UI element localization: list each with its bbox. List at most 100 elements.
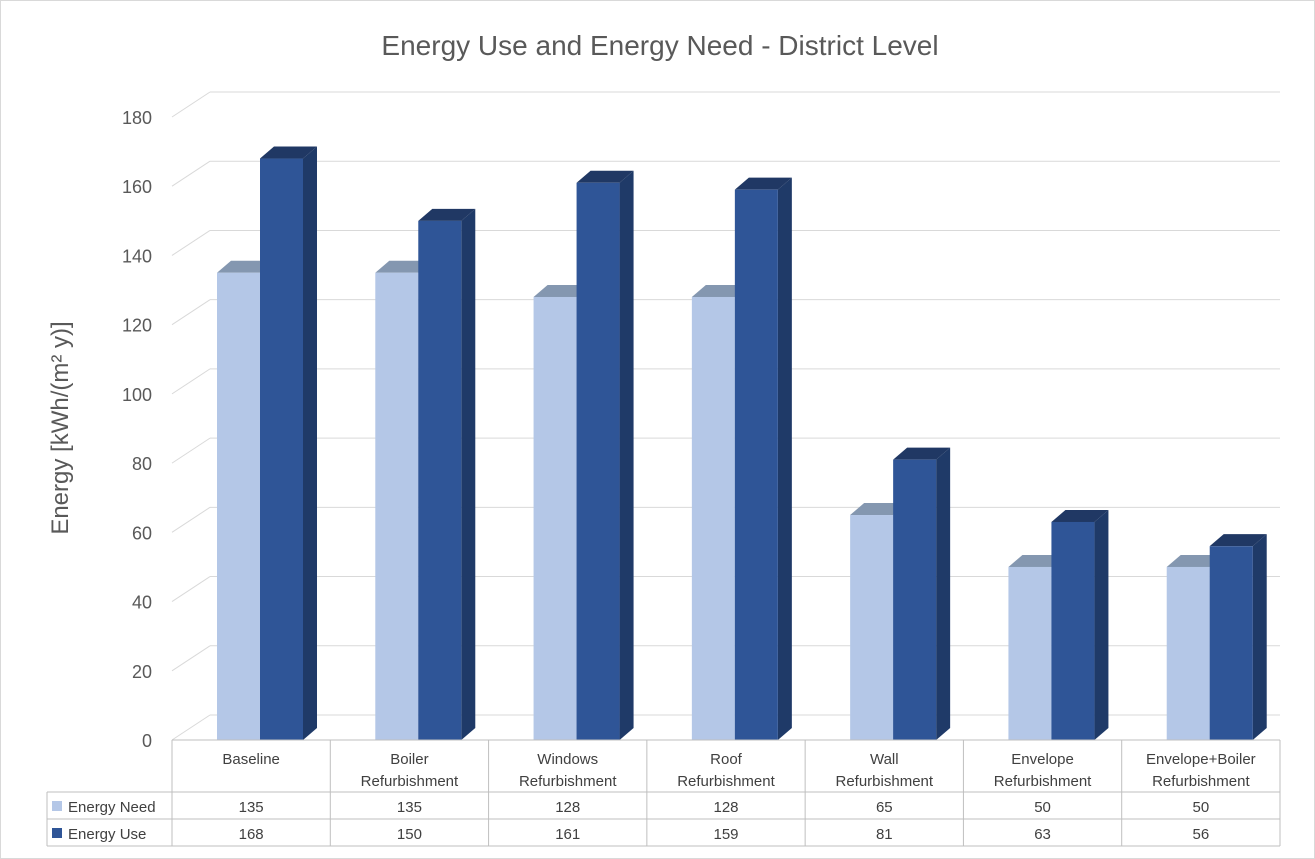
bar-front bbox=[734, 189, 778, 740]
bar-front bbox=[1051, 521, 1095, 740]
bar-front bbox=[850, 515, 894, 740]
bar-top bbox=[1166, 554, 1224, 567]
bar bbox=[893, 447, 951, 740]
data-label: 128 bbox=[713, 799, 738, 816]
bar bbox=[1209, 534, 1267, 740]
gridline-side bbox=[171, 645, 211, 672]
bar bbox=[260, 146, 317, 741]
data-label: 50 bbox=[1193, 799, 1210, 816]
x-tick-label: Refurbishment bbox=[994, 773, 1092, 790]
gridline-side bbox=[171, 576, 211, 602]
x-tick-label: Roof bbox=[710, 751, 743, 768]
data-label: 128 bbox=[555, 799, 580, 816]
legend-label: Energy Need bbox=[68, 799, 156, 816]
bar-front bbox=[418, 220, 462, 741]
chart-title: Energy Use and Energy Need - District Le… bbox=[381, 30, 938, 61]
data-table: Baseline Boiler Refurbishment Windows Refurb… bbox=[46, 739, 1281, 847]
y-tick-label: 0 bbox=[142, 731, 152, 751]
x-tick-label: Envelope+Boiler bbox=[1146, 751, 1256, 768]
bar-side bbox=[1252, 534, 1267, 740]
data-label: 65 bbox=[876, 799, 893, 816]
legend-label: Energy Use bbox=[68, 826, 146, 843]
y-tick-label: 40 bbox=[132, 593, 152, 613]
x-tick-label: Refurbishment bbox=[1152, 773, 1250, 790]
bar-top bbox=[375, 260, 433, 273]
bar-side bbox=[303, 146, 317, 741]
x-tick-label: Refurbishment bbox=[519, 773, 617, 790]
x-tick-label: Boiler bbox=[390, 751, 428, 768]
bar-top bbox=[1051, 509, 1109, 522]
bar-top bbox=[576, 170, 634, 183]
bar-top bbox=[260, 146, 317, 159]
x-tick-label: Wall bbox=[870, 751, 899, 768]
y-tick-label: 180 bbox=[122, 108, 152, 128]
bar-front bbox=[1008, 566, 1052, 740]
gridline-side bbox=[171, 299, 211, 326]
bar-top bbox=[418, 208, 476, 221]
gridline-side bbox=[171, 714, 211, 741]
data-label: 161 bbox=[555, 826, 580, 843]
bar-top bbox=[691, 284, 749, 297]
bar-top bbox=[1008, 554, 1066, 567]
bar bbox=[418, 208, 476, 741]
legend-swatch bbox=[52, 828, 62, 838]
bar-front bbox=[533, 296, 577, 740]
data-label: 81 bbox=[876, 826, 893, 843]
y-tick-label: 140 bbox=[122, 246, 152, 266]
bar-side bbox=[461, 208, 476, 741]
y-tick-label: 100 bbox=[122, 385, 152, 405]
y-tick-label: 120 bbox=[122, 316, 152, 336]
bar bbox=[1051, 509, 1109, 740]
bar-top bbox=[850, 503, 908, 516]
bar bbox=[734, 177, 792, 740]
bar-front bbox=[260, 158, 303, 741]
bar-front bbox=[691, 296, 735, 740]
data-label: 50 bbox=[1034, 799, 1051, 816]
x-tick-label: Envelope bbox=[1011, 751, 1074, 768]
x-tick-label: Baseline bbox=[222, 751, 280, 768]
data-label: 56 bbox=[1193, 826, 1210, 843]
x-tick-label: Refurbishment bbox=[677, 773, 775, 790]
bar-top bbox=[893, 447, 951, 460]
bar-side bbox=[619, 170, 634, 740]
x-tick-label: Refurbishment bbox=[836, 773, 934, 790]
y-tick-label: 60 bbox=[132, 523, 152, 543]
y-tick-labels: 0 20 40 60 80 100 120 140 160 180 bbox=[122, 108, 152, 751]
bar-front bbox=[1166, 566, 1210, 740]
bar-top bbox=[734, 177, 792, 190]
bar-front bbox=[1209, 546, 1253, 740]
gridline-side bbox=[171, 506, 211, 533]
data-label: 159 bbox=[713, 826, 738, 843]
bar-top bbox=[533, 284, 591, 297]
x-tick-label: Refurbishment bbox=[361, 773, 459, 790]
x-tick-label: Windows bbox=[537, 751, 598, 768]
data-label: 63 bbox=[1034, 826, 1051, 843]
bar-side bbox=[777, 177, 792, 740]
bar-top bbox=[1209, 534, 1267, 547]
bar-front bbox=[375, 272, 419, 740]
data-label: 135 bbox=[397, 799, 422, 816]
data-label: 135 bbox=[239, 799, 264, 816]
bar-side bbox=[936, 447, 951, 740]
y-axis-label: Energy [kWh/(m² y)] bbox=[47, 321, 74, 534]
bar-front bbox=[217, 272, 260, 740]
gridline-side bbox=[171, 230, 211, 256]
y-tick-label: 160 bbox=[122, 177, 152, 197]
bar-side bbox=[1094, 509, 1109, 740]
bar-front bbox=[576, 182, 620, 740]
bar bbox=[576, 170, 634, 740]
bars bbox=[217, 146, 1267, 741]
gridline-side bbox=[171, 91, 211, 118]
gridline-side bbox=[171, 437, 211, 464]
gridline-side bbox=[171, 368, 211, 395]
legend-swatch bbox=[52, 801, 62, 811]
bar-front bbox=[893, 459, 937, 740]
data-label: 168 bbox=[239, 826, 264, 843]
y-tick-label: 80 bbox=[132, 454, 152, 474]
y-tick-label: 20 bbox=[132, 662, 152, 682]
bar-top bbox=[217, 260, 274, 273]
gridline-side bbox=[171, 160, 211, 187]
